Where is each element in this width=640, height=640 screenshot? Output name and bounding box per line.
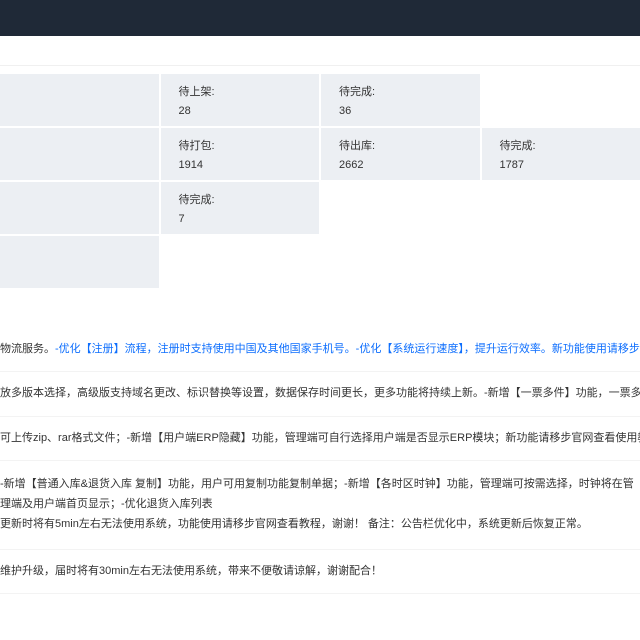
status-label: 待出库: — [339, 137, 462, 153]
status-card — [321, 182, 480, 234]
status-label: 待完成: — [339, 83, 462, 99]
status-card — [0, 74, 159, 126]
status-label: 待完成: — [500, 137, 623, 153]
status-value: 1914 — [179, 159, 302, 171]
announcement-text: 更新时将有5min左右无法使用系统，功能使用请移步官网查看教程，谢谢！ 备注：公… — [0, 518, 588, 530]
announcement-row: 维护升级，届时将有30min左右无法使用系统，带来不便敬请谅解，谢谢配合！ — [0, 550, 640, 594]
announcement-row: 放多版本选择，高级版支持域名更改、标识替换等设置，数据保存时间更长，更多功能将持… — [0, 372, 640, 416]
top-nav-bar — [0, 0, 640, 36]
status-label: 待完成: — [179, 191, 302, 207]
announcements-panel: 物流服务。-优化【注册】流程，注册时支持使用中国及其他国家手机号。-优化【系统运… — [0, 328, 640, 594]
status-card — [321, 236, 480, 288]
announcement-text: 可上传zip、rar格式文件；-新增【用户端ERP隐藏】功能，管理端可自行选择用… — [0, 432, 640, 444]
status-card — [482, 182, 640, 234]
announcement-text: 维护升级，届时将有30min左右无法使用系统，带来不便敬请谅解，谢谢配合！ — [0, 565, 382, 577]
status-card: 待上架: 28 — [161, 74, 320, 126]
status-value: 2662 — [339, 159, 462, 171]
status-card — [161, 236, 320, 288]
status-card: 待打包: 1914 — [161, 128, 320, 180]
announcement-row: 物流服务。-优化【注册】流程，注册时支持使用中国及其他国家手机号。-优化【系统运… — [0, 328, 640, 372]
status-card: 待出库: 2662 — [321, 128, 480, 180]
announcement-row: -新增【普通入库&退货入库 复制】功能，用户可用复制功能复制单据；-新增【各时区… — [0, 461, 640, 549]
status-label: 待上架: — [179, 83, 302, 99]
announcement-row: 可上传zip、rar格式文件；-新增【用户端ERP隐藏】功能，管理端可自行选择用… — [0, 417, 640, 461]
status-card — [0, 236, 159, 288]
status-label: 待打包: — [179, 137, 302, 153]
status-value: 7 — [179, 213, 302, 225]
announcement-text: 放多版本选择，高级版支持域名更改、标识替换等设置，数据保存时间更长，更多功能将持… — [0, 387, 640, 399]
section-gap-thin — [0, 288, 640, 298]
status-card — [482, 236, 640, 288]
header-spacer — [0, 36, 640, 66]
announcement-link[interactable]: -优化【注册】流程，注册时支持使用中国及其他国家手机号。-优化【系统运行速度】，… — [55, 343, 640, 355]
status-card — [482, 74, 640, 126]
announcement-text: -新增【普通入库&退货入库 复制】功能，用户可用复制功能复制单据；-新增【各时区… — [0, 478, 634, 510]
section-gap — [0, 298, 640, 328]
status-value: 28 — [179, 105, 302, 117]
status-grid: 待上架:28待完成:36待打包:1914待出库:2662待完成:1787待完成:… — [0, 74, 640, 288]
status-card: 待完成: 7 — [161, 182, 320, 234]
status-card: 待完成: 1787 — [482, 128, 640, 180]
status-card — [0, 182, 159, 234]
status-value: 36 — [339, 105, 462, 117]
status-card: 待完成: 36 — [321, 74, 480, 126]
announcement-text: 物流服务。 — [0, 343, 55, 355]
status-value: 1787 — [500, 159, 623, 171]
status-card — [0, 128, 159, 180]
